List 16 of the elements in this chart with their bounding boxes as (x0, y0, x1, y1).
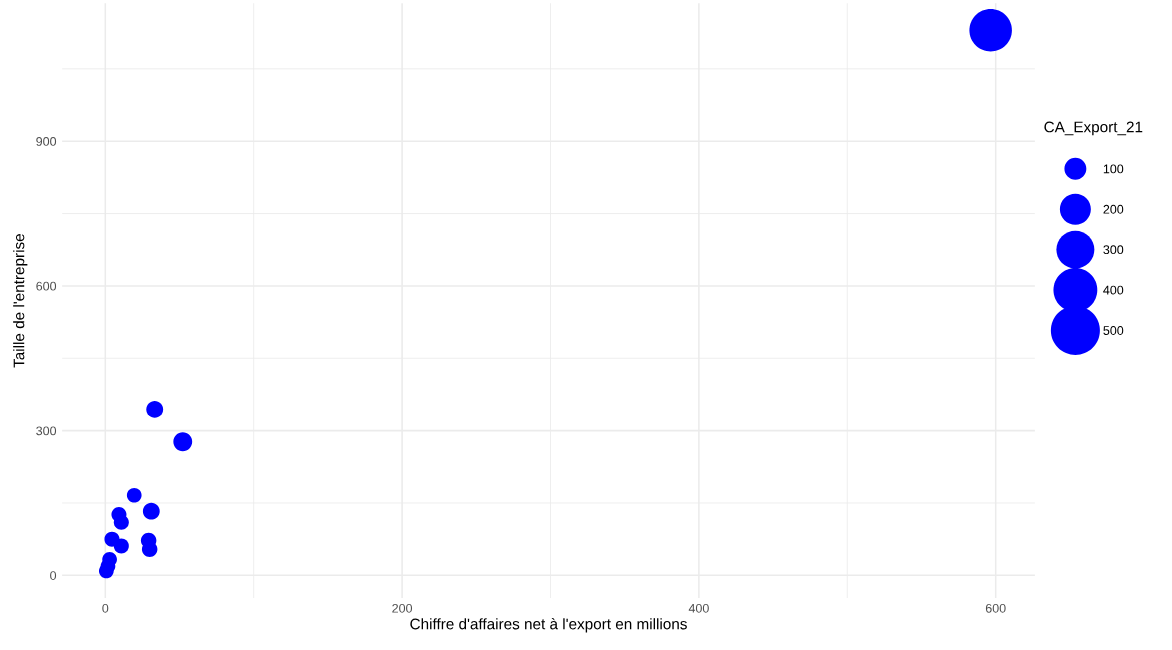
x-tick-label: 0 (102, 603, 109, 613)
y-tick-label: 600 (36, 281, 57, 291)
legend-title: CA_Export_21 (1044, 121, 1143, 136)
legend-label: 300 (1103, 245, 1124, 255)
x-tick-label: 600 (985, 603, 1006, 613)
y-axis-title: Taille de l'entreprise (13, 234, 28, 368)
y-tick-label: 300 (36, 426, 57, 436)
y-tick-label: 900 (36, 137, 57, 146)
x-tick-label: 200 (392, 603, 413, 613)
x-tick-label: 400 (688, 603, 709, 613)
legend-label: 200 (1103, 204, 1124, 214)
legend-label: 500 (1103, 326, 1124, 335)
legend-label: 100 (1103, 164, 1124, 174)
legend-label: 400 (1103, 285, 1124, 295)
x-axis-title: Chiffre d'affaires net à l'export en millions (410, 617, 687, 633)
y-tick-label: 0 (50, 571, 57, 580)
